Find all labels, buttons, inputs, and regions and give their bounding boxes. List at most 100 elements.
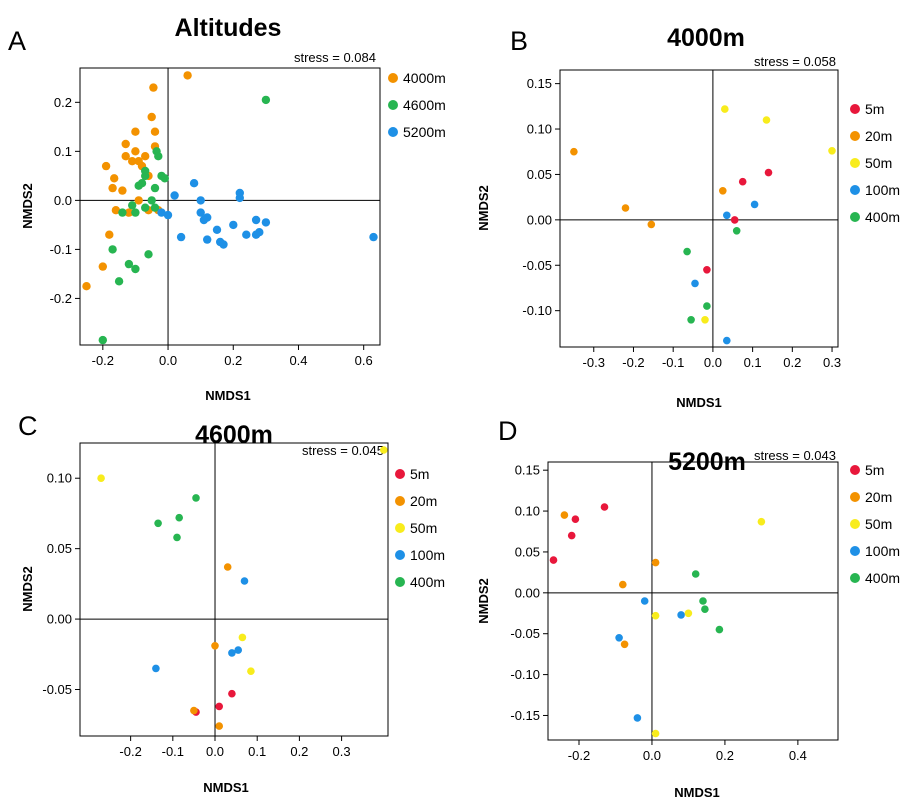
y-tick-label: 0.15: [515, 463, 540, 478]
x-tick-label: 0.3: [823, 355, 841, 370]
x-tick-label: -0.2: [119, 744, 141, 759]
legend-label: 50m: [865, 155, 892, 171]
legend-marker: [850, 546, 860, 556]
series-400m: [691, 570, 724, 634]
data-point: [192, 494, 200, 502]
x-axis-title: NMDS1: [205, 388, 251, 403]
series-100m: [152, 577, 249, 673]
legend-label: 20m: [410, 493, 437, 509]
x-tick-label: 0.4: [289, 353, 307, 368]
data-point: [149, 83, 158, 92]
data-point: [215, 702, 223, 711]
data-point: [235, 193, 244, 203]
data-point: [247, 667, 255, 675]
data-point: [261, 95, 271, 105]
data-point: [134, 196, 143, 205]
plot-frame: [547, 461, 839, 741]
data-point: [228, 689, 236, 698]
data-point: [163, 210, 173, 220]
data-point: [570, 147, 578, 156]
legend-marker: [850, 104, 860, 114]
data-point: [144, 250, 153, 259]
data-point: [750, 200, 759, 209]
data-point: [228, 649, 236, 657]
data-point: [157, 208, 166, 217]
data-point: [212, 225, 222, 234]
data-point: [128, 201, 137, 210]
data-point: [229, 220, 238, 230]
y-tick-label: -0.1: [50, 242, 72, 257]
data-point: [633, 714, 642, 722]
data-point: [240, 577, 249, 585]
panel-title: 4600m: [195, 421, 273, 449]
data-point: [147, 112, 156, 122]
data-point: [137, 179, 147, 188]
series-50m: [701, 105, 836, 324]
data-point: [190, 706, 198, 715]
data-point: [98, 262, 108, 271]
legend-label: 4600m: [403, 97, 446, 113]
series-50m: [97, 446, 388, 675]
series-100m: [615, 597, 685, 722]
legend-label: 100m: [865, 543, 900, 559]
data-point: [124, 208, 134, 217]
y-tick-label: -0.2: [50, 291, 72, 306]
data-point: [703, 266, 711, 274]
data-point: [647, 220, 656, 229]
legend: 5m 20m 50m 100m 400m: [395, 466, 445, 590]
data-point: [196, 208, 205, 217]
data-point: [567, 531, 576, 540]
x-tick-label: 0.2: [224, 353, 242, 368]
legend-label: 50m: [410, 520, 437, 536]
legend-label: 100m: [410, 547, 445, 563]
y-tick-label: -0.15: [510, 708, 540, 723]
data-point: [251, 215, 261, 225]
panel-c: C 4600m stress = 0.045 -0.2 -0.1 0.0 0.1 0.2 0.3…: [18, 411, 445, 795]
y-tick-label: -0.05: [42, 682, 72, 697]
data-point: [223, 563, 232, 571]
legend-marker: [850, 492, 860, 502]
data-point: [619, 580, 627, 589]
data-point: [380, 446, 388, 454]
data-point: [719, 187, 727, 195]
y-tick-label: -0.10: [510, 667, 540, 682]
series-20m: [570, 147, 727, 229]
data-point: [203, 235, 212, 244]
legend-label: 5m: [410, 466, 429, 482]
x-tick-label: -0.2: [568, 748, 590, 763]
series-5m: [192, 689, 236, 716]
x-tick-label: 0.2: [290, 744, 308, 759]
data-point: [105, 230, 114, 239]
y-tick-label: 0.0: [54, 193, 72, 208]
legend-label: 400m: [865, 209, 900, 225]
stress-label: stress = 0.084: [294, 50, 376, 65]
data-point: [141, 203, 150, 212]
y-tick-label: 0.10: [515, 504, 540, 519]
data-point: [723, 336, 731, 345]
data-point: [183, 71, 192, 80]
data-point: [684, 609, 693, 618]
x-tick-label: 0.3: [333, 744, 351, 759]
panel-title: Altitudes: [175, 14, 282, 42]
y-tick-label: 0.05: [47, 541, 72, 556]
legend-marker: [850, 519, 860, 529]
legend-label: 400m: [410, 574, 445, 590]
y-tick-label: -0.05: [510, 626, 540, 641]
data-point: [150, 127, 160, 136]
x-axis-title: NMDS1: [676, 395, 722, 410]
stress-label: stress = 0.045: [302, 443, 384, 458]
data-point: [131, 264, 140, 274]
data-point: [730, 216, 739, 224]
data-point: [131, 208, 140, 217]
panel-letter: B: [510, 26, 528, 56]
y-axis-title: NMDS2: [20, 183, 35, 229]
data-point: [762, 116, 771, 124]
x-tick-label: 0.0: [704, 355, 722, 370]
y-tick-label: 0.15: [527, 76, 552, 91]
data-point: [723, 211, 731, 220]
data-point: [701, 316, 709, 324]
x-tick-label: 0.6: [355, 353, 373, 368]
series-4600m: [98, 95, 271, 345]
panel-title: 4000m: [667, 24, 745, 52]
